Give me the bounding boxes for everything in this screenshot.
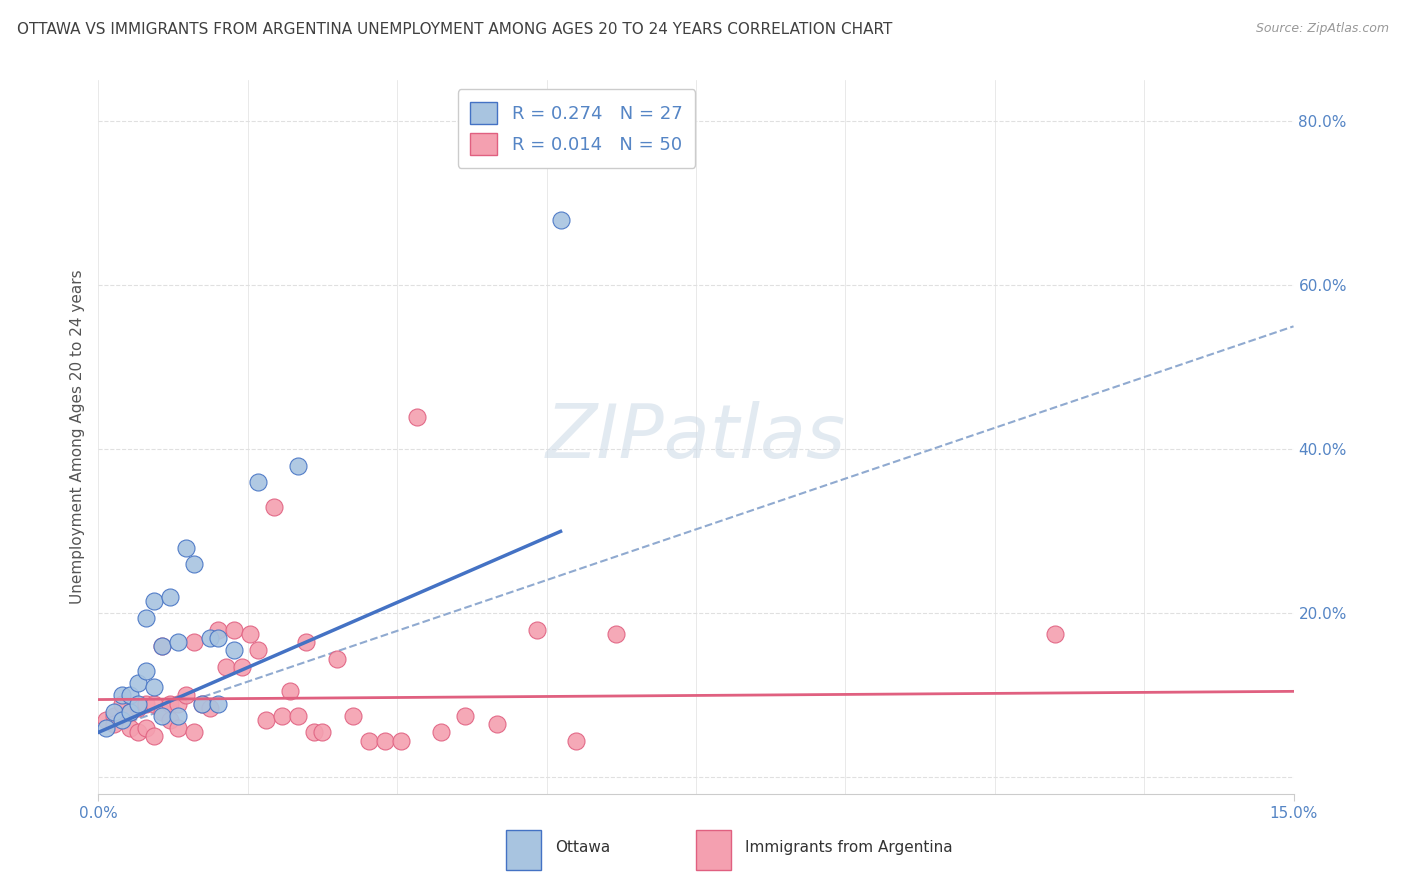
Point bbox=[135, 664, 157, 678]
Point bbox=[159, 590, 181, 604]
Point bbox=[287, 709, 309, 723]
Point bbox=[143, 730, 166, 744]
Point bbox=[167, 721, 190, 735]
Point bbox=[183, 725, 205, 739]
Point bbox=[143, 680, 166, 694]
Point bbox=[135, 610, 157, 624]
Point bbox=[263, 500, 285, 514]
Legend: R = 0.274   N = 27, R = 0.014   N = 50: R = 0.274 N = 27, R = 0.014 N = 50 bbox=[458, 89, 695, 168]
Point bbox=[198, 631, 221, 645]
Point bbox=[222, 643, 245, 657]
Point bbox=[454, 709, 477, 723]
Point bbox=[605, 627, 627, 641]
Point bbox=[127, 700, 149, 714]
Point bbox=[294, 635, 316, 649]
Text: OTTAWA VS IMMIGRANTS FROM ARGENTINA UNEMPLOYMENT AMONG AGES 20 TO 24 YEARS CORRE: OTTAWA VS IMMIGRANTS FROM ARGENTINA UNEM… bbox=[17, 22, 893, 37]
Point bbox=[150, 705, 173, 719]
Text: Immigrants from Argentina: Immigrants from Argentina bbox=[745, 840, 953, 855]
Point bbox=[150, 639, 173, 653]
Point bbox=[150, 709, 173, 723]
Point bbox=[550, 212, 572, 227]
Point bbox=[120, 689, 142, 703]
Point bbox=[207, 697, 229, 711]
Y-axis label: Unemployment Among Ages 20 to 24 years: Unemployment Among Ages 20 to 24 years bbox=[69, 269, 84, 605]
Point bbox=[278, 684, 301, 698]
Point bbox=[222, 623, 245, 637]
Point bbox=[127, 697, 149, 711]
Point bbox=[150, 639, 173, 653]
Point bbox=[120, 721, 142, 735]
Point bbox=[526, 623, 548, 637]
Point bbox=[270, 709, 292, 723]
Point bbox=[485, 717, 508, 731]
Point bbox=[207, 623, 229, 637]
Point bbox=[127, 725, 149, 739]
Point bbox=[183, 558, 205, 572]
Point bbox=[111, 697, 134, 711]
Point bbox=[135, 721, 157, 735]
Point bbox=[1043, 627, 1066, 641]
Point bbox=[159, 713, 181, 727]
Point bbox=[207, 631, 229, 645]
Point bbox=[215, 659, 238, 673]
Point bbox=[389, 733, 412, 747]
Point bbox=[359, 733, 381, 747]
Point bbox=[311, 725, 333, 739]
Point bbox=[159, 697, 181, 711]
FancyBboxPatch shape bbox=[696, 830, 731, 870]
Point bbox=[239, 627, 262, 641]
Point bbox=[174, 541, 197, 555]
Point bbox=[120, 705, 142, 719]
Point bbox=[565, 733, 588, 747]
Point bbox=[96, 721, 118, 735]
Point bbox=[120, 705, 142, 719]
Point bbox=[183, 635, 205, 649]
Text: ZIPatlas: ZIPatlas bbox=[546, 401, 846, 473]
Point bbox=[167, 697, 190, 711]
Point bbox=[103, 717, 125, 731]
Point bbox=[302, 725, 325, 739]
Text: Ottawa: Ottawa bbox=[555, 840, 610, 855]
Point bbox=[103, 705, 125, 719]
Point bbox=[135, 697, 157, 711]
Point bbox=[326, 651, 349, 665]
Point bbox=[246, 643, 269, 657]
Point bbox=[174, 689, 197, 703]
Point bbox=[254, 713, 277, 727]
Point bbox=[287, 458, 309, 473]
Point bbox=[96, 713, 118, 727]
Point bbox=[246, 475, 269, 490]
Point bbox=[111, 713, 134, 727]
Point bbox=[191, 697, 214, 711]
Point bbox=[430, 725, 453, 739]
Point bbox=[143, 697, 166, 711]
Point bbox=[167, 709, 190, 723]
Point bbox=[103, 709, 125, 723]
Point bbox=[191, 697, 214, 711]
Point bbox=[198, 700, 221, 714]
Point bbox=[111, 689, 134, 703]
Point bbox=[143, 594, 166, 608]
Point bbox=[342, 709, 364, 723]
Text: Source: ZipAtlas.com: Source: ZipAtlas.com bbox=[1256, 22, 1389, 36]
Point bbox=[167, 635, 190, 649]
Point bbox=[374, 733, 396, 747]
Point bbox=[406, 409, 429, 424]
FancyBboxPatch shape bbox=[506, 830, 541, 870]
Point bbox=[127, 676, 149, 690]
Point bbox=[231, 659, 253, 673]
